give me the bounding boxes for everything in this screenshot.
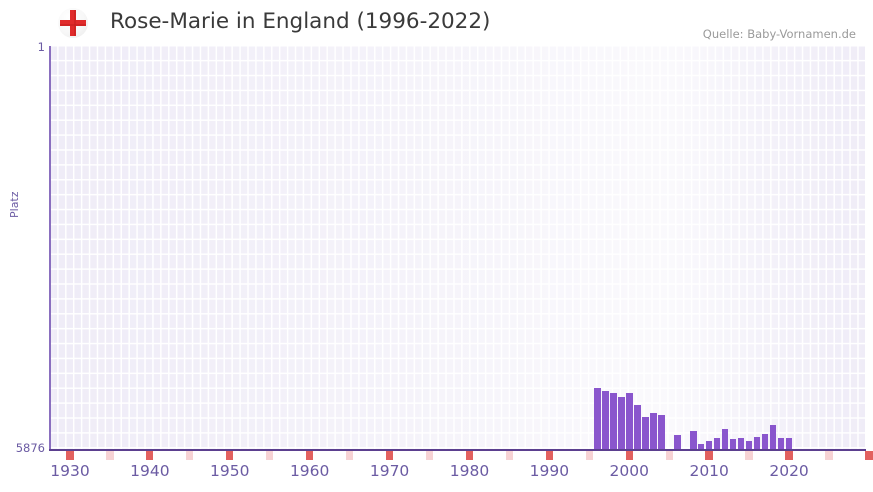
- x-tick-major: [66, 451, 74, 460]
- x-axis-label: 2010: [689, 462, 729, 480]
- bar: [617, 396, 625, 450]
- x-tick-major: [226, 451, 234, 460]
- x-axis-label: 1960: [289, 462, 330, 480]
- bar: [601, 391, 609, 450]
- bar: [737, 438, 745, 450]
- y-axis-title: Platz: [8, 191, 21, 218]
- x-axis-label: 1970: [369, 462, 410, 480]
- x-tick-major: [465, 451, 474, 460]
- x-axis-label: 1940: [130, 462, 170, 480]
- x-tick-minor: [585, 451, 593, 460]
- x-tick-major: [545, 451, 553, 460]
- x-tick-minor: [425, 451, 434, 460]
- x-axis-label: 1930: [50, 462, 90, 480]
- x-tick-major: [785, 451, 793, 460]
- bar: [633, 404, 641, 450]
- y-axis-line: [49, 46, 51, 450]
- bar: [657, 414, 665, 450]
- bar: [777, 437, 785, 450]
- x-tick-major: [305, 451, 314, 460]
- x-tick-minor: [266, 451, 274, 460]
- bar: [705, 441, 713, 450]
- bar: [593, 388, 601, 450]
- x-tick-minor: [186, 451, 194, 460]
- bar: [769, 424, 777, 450]
- x-axis-label: 1950: [210, 462, 250, 480]
- bar-series: [50, 46, 865, 450]
- bar: [689, 431, 697, 450]
- england-flag-icon: [58, 8, 88, 38]
- bar: [625, 392, 633, 450]
- bar: [673, 434, 681, 450]
- x-tick-major: [385, 451, 394, 460]
- bar: [753, 436, 761, 450]
- bar: [649, 413, 657, 450]
- x-axis-label: 2000: [609, 462, 650, 480]
- x-tick-major: [625, 451, 633, 460]
- x-tick-major: [865, 451, 873, 460]
- x-tick-minor: [345, 451, 354, 460]
- bar: [697, 444, 705, 450]
- x-axis-label: 1980: [449, 462, 490, 480]
- plot-area: [50, 46, 865, 450]
- x-axis-label: 1990: [529, 462, 570, 480]
- x-axis-ticks: [50, 451, 873, 460]
- y-axis-bottom-tick: 5876: [0, 441, 45, 455]
- chart-title: Rose-Marie in England (1996-2022): [110, 9, 491, 34]
- x-axis-label: 2020: [769, 462, 809, 480]
- y-axis-bottom-label: 5876: [15, 441, 45, 455]
- x-tick-minor: [106, 451, 114, 460]
- x-axis-labels: 1930 1940 1950 1960 1970 1980 1990 2000 2010 2020: [0, 462, 873, 486]
- bar: [721, 428, 729, 450]
- y-axis-top-tick: 1: [0, 40, 45, 54]
- bar: [745, 441, 753, 450]
- x-axis-line: [49, 449, 866, 451]
- bar: [729, 438, 737, 450]
- bar: [785, 438, 793, 450]
- x-tick-major: [705, 451, 713, 460]
- bar: [713, 437, 721, 450]
- bar: [609, 392, 617, 450]
- x-tick-minor: [745, 451, 753, 460]
- bar: [761, 434, 769, 450]
- x-tick-minor: [825, 451, 833, 460]
- x-tick-major: [146, 451, 154, 460]
- x-tick-minor: [505, 451, 514, 460]
- source-label: Quelle: Baby-Vornamen.de: [702, 27, 856, 41]
- bar: [641, 416, 649, 450]
- chart-header: Rose-Marie in England (1996-2022) Quelle…: [0, 0, 873, 46]
- y-axis-top-label: 1: [37, 40, 45, 54]
- x-tick-minor: [665, 451, 673, 460]
